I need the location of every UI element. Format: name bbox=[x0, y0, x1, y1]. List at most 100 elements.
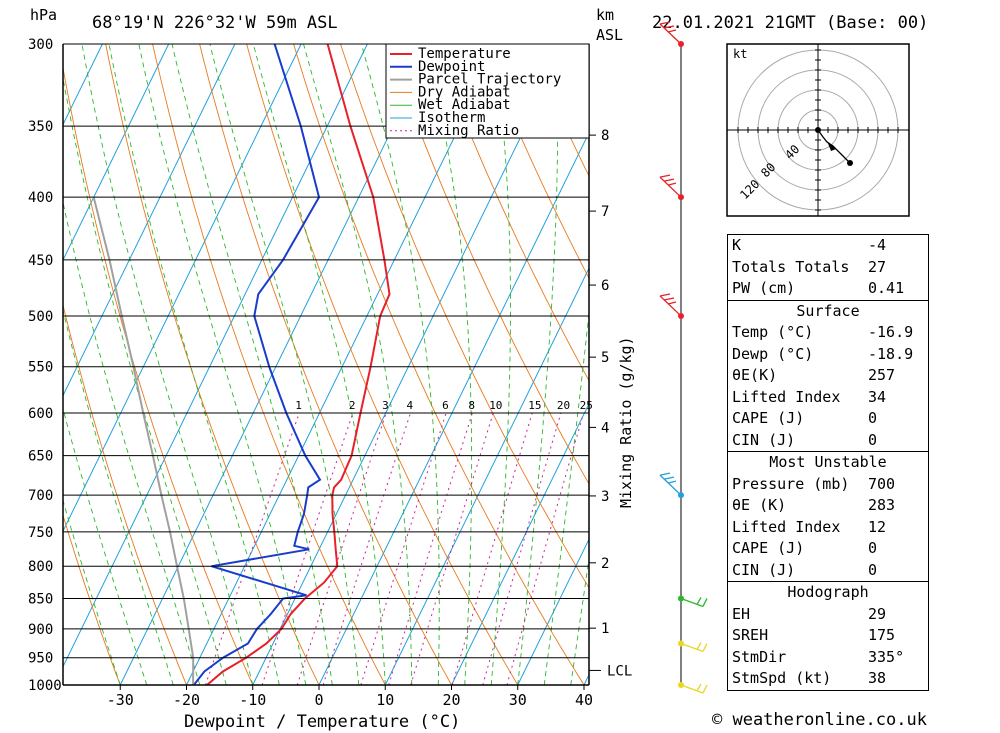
wind-barb-flag bbox=[702, 598, 708, 607]
index-row: Dewp (°C) -18.9 bbox=[728, 344, 928, 366]
mixing-ratio-label: 25 bbox=[580, 399, 593, 412]
km-tick-label: 1 bbox=[601, 621, 609, 637]
wind-barb-flag bbox=[659, 472, 671, 476]
wet-adiabat-line bbox=[570, 555, 589, 685]
index-label: StmDir bbox=[732, 647, 787, 666]
index-label: CIN (J) bbox=[732, 560, 796, 579]
wind-barb bbox=[659, 21, 682, 45]
pressure-tick-label: 450 bbox=[28, 253, 53, 269]
hodograph-arrow bbox=[827, 141, 836, 151]
wet-adiabat-line bbox=[490, 44, 511, 685]
legend-item: Dry Adiabat bbox=[418, 84, 511, 100]
wind-barb-shaft bbox=[659, 474, 682, 496]
index-value: 0.41 bbox=[868, 279, 905, 297]
wind-barb bbox=[659, 174, 682, 198]
x-tick-label: -20 bbox=[173, 691, 200, 709]
legend-item: Dewpoint bbox=[418, 59, 485, 75]
mixing-ratio-label: 20 bbox=[557, 399, 570, 412]
legend-box bbox=[385, 43, 590, 139]
index-label: Pressure (mb) bbox=[732, 474, 850, 493]
hodograph-header: Hodograph bbox=[787, 583, 869, 601]
index-label: Totals Totals bbox=[732, 257, 850, 276]
pressure-tick-label: 650 bbox=[28, 449, 53, 465]
index-row: θE(K) 257 bbox=[728, 365, 928, 387]
index-label: CIN (J) bbox=[732, 430, 796, 449]
datetime-label: 22.01.2021 21GMT (Base: 00) bbox=[652, 13, 928, 33]
hodograph-trace bbox=[817, 129, 851, 164]
wind-barb-flag bbox=[696, 642, 702, 650]
x-tick-label: 0 bbox=[314, 691, 323, 709]
index-value: 0 bbox=[868, 539, 878, 557]
mixing-ratio-label: 2 bbox=[349, 399, 356, 412]
wind-barb-flag bbox=[663, 25, 675, 29]
pressure-tick-label: 800 bbox=[28, 559, 53, 575]
wind-barb bbox=[659, 472, 682, 496]
wind-barb-shaft bbox=[680, 684, 704, 694]
wind-barb bbox=[680, 683, 708, 694]
wind-barb-flag bbox=[696, 597, 702, 605]
mixing-ratio-label: 3 bbox=[382, 399, 389, 412]
index-row: CAPE (J) 0 bbox=[728, 538, 928, 560]
index-value: -18.9 bbox=[868, 344, 914, 363]
index-value: 283 bbox=[868, 496, 896, 514]
isotherm-line bbox=[451, 402, 589, 685]
dry-adiabat-line bbox=[480, 44, 589, 280]
index-row: Pressure (mb) 700 bbox=[728, 474, 928, 496]
wet-adiabat-line bbox=[517, 44, 559, 685]
index-row: K -4 bbox=[728, 235, 928, 257]
pressure-tick-label: 700 bbox=[28, 488, 53, 504]
index-value: 34 bbox=[868, 387, 887, 406]
wind-barb bbox=[680, 642, 708, 653]
legend-item: Parcel Trajectory bbox=[418, 72, 561, 88]
index-value: 0 bbox=[868, 560, 878, 579]
pressure-tick-label: 300 bbox=[28, 37, 53, 53]
index-label: Temp (°C) bbox=[732, 323, 814, 341]
dry-adiabat-line bbox=[434, 44, 589, 382]
index-value: 27 bbox=[868, 257, 887, 276]
indices-table: K -4 Totals Totals 27 PW (cm) 0.41 Surface Tem… bbox=[727, 234, 929, 691]
index-label: CAPE (J) bbox=[732, 539, 805, 557]
wind-barb-flag bbox=[667, 480, 677, 484]
index-value: -4 bbox=[868, 236, 887, 254]
x-tick-label: 40 bbox=[575, 691, 593, 709]
index-row: StmDir 335° bbox=[728, 647, 928, 669]
lcl-label: LCL bbox=[607, 663, 632, 679]
mixing-ratio-line bbox=[205, 412, 300, 685]
pressure-tick-label: 400 bbox=[28, 190, 53, 206]
index-row: θE (K) 283 bbox=[728, 495, 928, 517]
site-credit: © weatheronline.co.uk bbox=[712, 710, 927, 730]
pressure-tick-label: 350 bbox=[28, 119, 53, 135]
wind-barb-flag bbox=[667, 182, 677, 186]
km-tick-label: 8 bbox=[601, 128, 609, 144]
wind-barb-shaft bbox=[659, 176, 682, 198]
wind-barb-flag bbox=[659, 174, 671, 178]
hodograph-start-point bbox=[815, 127, 821, 133]
index-value: 257 bbox=[868, 366, 896, 384]
x-axis-label: Dewpoint / Temperature (°C) bbox=[184, 712, 460, 732]
mixing-ratio-label: 6 bbox=[442, 399, 449, 412]
dry-adiabat-line bbox=[63, 513, 121, 685]
wind-barb-flag bbox=[659, 293, 671, 297]
wind-barb-flag bbox=[667, 29, 677, 33]
mixing-ratio-axis-label: Mixing Ratio (g/kg) bbox=[617, 336, 635, 508]
index-row: CIN (J) 0 bbox=[728, 560, 928, 582]
km-tick-label: 2 bbox=[601, 556, 609, 572]
location-title: 68°19'N 226°32'W 59m ASL bbox=[92, 13, 338, 33]
wind-barb-shaft bbox=[659, 23, 682, 45]
index-label: θE(K) bbox=[732, 366, 778, 384]
wind-barb bbox=[659, 293, 682, 317]
wet-adiabat-line bbox=[303, 44, 413, 685]
index-row: EH 29 bbox=[728, 604, 928, 626]
x-tick-label: 20 bbox=[442, 691, 460, 709]
legend-item: Isotherm bbox=[418, 110, 485, 126]
temperature-line bbox=[206, 44, 391, 685]
pressure-tick-label: 750 bbox=[28, 525, 53, 541]
wet-adiabat-line bbox=[63, 407, 148, 685]
index-row: CIN (J) 0 bbox=[728, 430, 928, 452]
index-label: CAPE (J) bbox=[732, 409, 805, 427]
index-value: 335° bbox=[868, 647, 905, 666]
km-tick-label: 7 bbox=[601, 204, 609, 220]
